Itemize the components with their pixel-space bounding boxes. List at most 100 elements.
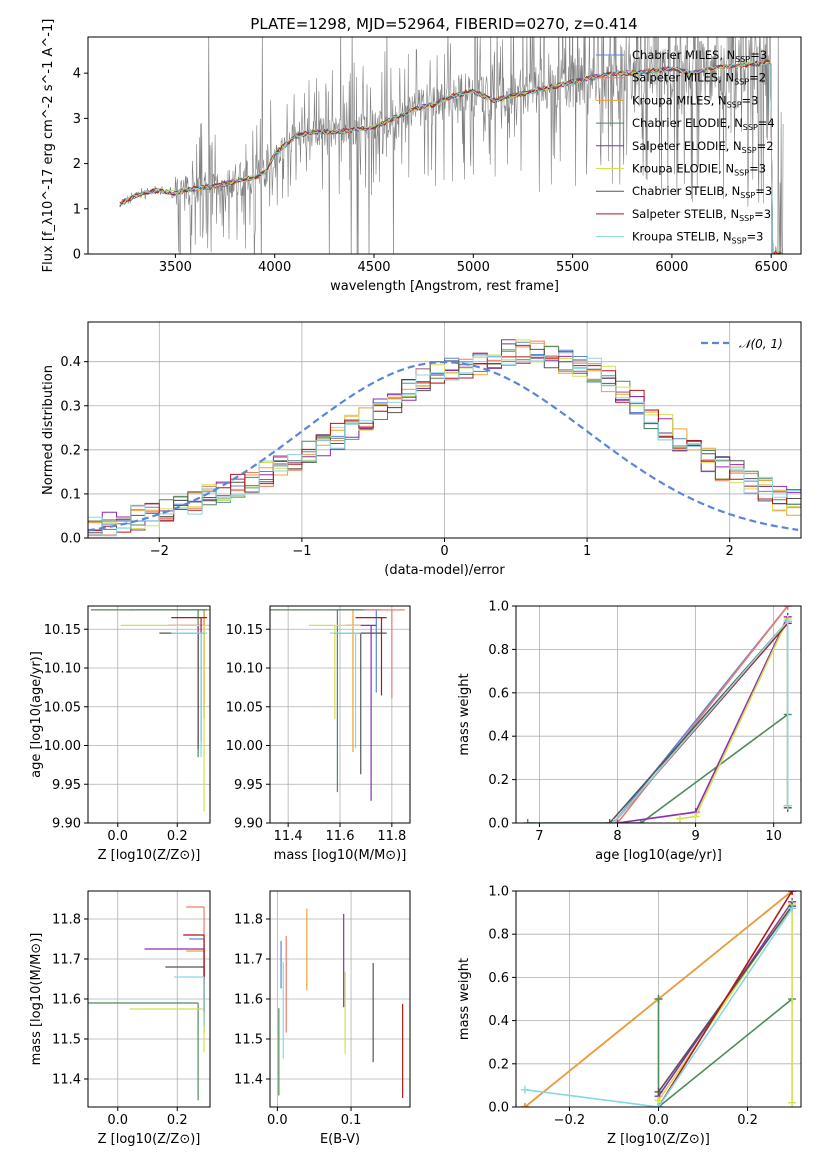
y-tick-label: 11.4 — [52, 1073, 81, 1088]
y-tick-label: 1.0 — [488, 885, 509, 900]
x-tick-label: 10 — [765, 829, 782, 844]
x-axis-label: Z [log10(Z/Z⊙)] — [607, 1132, 710, 1147]
y-axis-label: mass weight — [457, 958, 472, 1040]
y-tick-label: 4 — [73, 67, 81, 82]
y-tick-label: 10.00 — [226, 739, 263, 754]
x-axis-label: wavelength [Angstrom, rest frame] — [330, 279, 559, 294]
y-tick-label: 0.2 — [488, 1057, 509, 1072]
x-tick-label: 7 — [535, 829, 543, 844]
y-axis-label: Normed distribution — [41, 365, 56, 495]
y-tick-label: 10.15 — [44, 623, 81, 638]
x-tick-label: 11.6 — [326, 829, 355, 844]
x-tick-label: 4500 — [357, 260, 390, 275]
y-tick-label: 0.4 — [488, 1014, 509, 1029]
x-tick-label: 0.0 — [648, 1113, 669, 1128]
legend-label: Chabrier ELODIE, NSSP=4 — [632, 116, 775, 132]
panel-age-vs-mass: 11.4 11.6 11.8 9.90 9.95 10.00 10.05 10.10 10.15… — [226, 605, 411, 863]
axes-frame — [269, 890, 411, 1108]
y-tick-label: 1 — [73, 202, 81, 217]
x-tick-label: 0.2 — [737, 1113, 758, 1128]
x-tick-label: 1 — [583, 544, 591, 559]
y-tick-label: 0.8 — [488, 643, 509, 658]
x-tick-label: 0.2 — [167, 829, 188, 844]
y-tick-label: 11.7 — [52, 953, 81, 968]
y-tick-label: 2 — [73, 157, 81, 172]
y-tick-label: 10.10 — [44, 662, 81, 677]
x-axis-label: Z [log10(Z/Z⊙)] — [98, 848, 201, 863]
legend-label: Kroupa STELIB, NSSP=3 — [632, 230, 763, 246]
x-tick-label: 0.0 — [107, 829, 128, 844]
y-axis-label: Flux [f_λ10^-17 erg cm^-2 s^-1 A^-1] — [41, 19, 56, 273]
panel-mass-weight-vs-age: 7 8 9 10 0.0 0.2 0.4 0.6 0.8 1.0 age [log10(age/yr… — [457, 600, 802, 863]
panel-spectrum: 3500 4000 4500 5000 5500 6000 6500 0 1 2 3 4 wavelen… — [41, 19, 802, 294]
y-tick-label: 0 — [73, 248, 81, 263]
axes-frame — [515, 605, 802, 824]
y-tick-label: 9.95 — [234, 778, 263, 793]
x-tick-label: 0 — [440, 544, 448, 559]
y-tick-label: 0.0 — [488, 1101, 509, 1116]
legend-label: Chabrier MILES, NSSP=3 — [632, 48, 767, 64]
plot-area — [88, 322, 801, 538]
x-tick-label: 0.0 — [107, 1113, 128, 1128]
x-tick-label: 4000 — [258, 260, 291, 275]
mass-weight-line — [612, 619, 789, 823]
axes-frame — [87, 36, 802, 255]
y-tick-label: 11.4 — [234, 1073, 263, 1088]
y-tick-label: 0.3 — [60, 399, 81, 414]
y-tick-label: 1.0 — [488, 600, 509, 615]
x-tick-label: −0.2 — [554, 1113, 586, 1128]
mass-weight-line — [657, 998, 793, 1107]
y-tick-label: 11.8 — [234, 913, 263, 928]
x-tick-label: 6000 — [655, 260, 688, 275]
mass-weight-line — [657, 891, 793, 1107]
x-tick-label: 5000 — [457, 260, 490, 275]
x-axis-label: E(B-V) — [320, 1132, 360, 1147]
residual-histogram-step — [88, 352, 801, 537]
axes-frame — [269, 605, 411, 824]
y-tick-label: 11.5 — [52, 1033, 81, 1048]
legend-label: Kroupa ELODIE, NSSP=3 — [632, 162, 766, 178]
legend-label: Salpeter ELODIE, NSSP=2 — [632, 139, 774, 155]
plot-area — [516, 891, 801, 1107]
y-axis-label: age [log10(age/yr)] — [29, 651, 44, 778]
x-axis-label: age [log10(age/yr)] — [595, 848, 722, 863]
y-tick-label: 9.90 — [52, 817, 81, 832]
y-tick-label: 10.15 — [226, 623, 263, 638]
y-tick-label: 10.05 — [44, 700, 81, 715]
mass-weight-line — [527, 713, 789, 823]
plot-area — [516, 606, 801, 823]
panel-mass-vs-Z: 0.0 0.2 11.4 11.5 11.6 11.7 11.8 Z [log10(Z/Z⊙)… — [29, 890, 211, 1147]
model-spectrum-line — [119, 60, 783, 254]
normal-distribution-curve — [88, 360, 799, 532]
axes-frame — [87, 321, 802, 539]
y-tick-label: 11.7 — [234, 953, 263, 968]
x-tick-label: 8 — [613, 829, 621, 844]
y-tick-label: 11.8 — [52, 913, 81, 928]
y-tick-label: 0.2 — [488, 773, 509, 788]
legend-label: Salpeter STELIB, NSSP=3 — [632, 207, 771, 223]
legend-label: Chabrier STELIB, NSSP=3 — [632, 184, 772, 200]
y-tick-label: 9.90 — [234, 817, 263, 832]
model-spectrum-line — [119, 60, 783, 254]
residual-histogram-step — [88, 351, 801, 533]
y-tick-label: 11.6 — [234, 993, 263, 1008]
plot-area — [270, 891, 410, 1107]
y-tick-label: 0.2 — [60, 443, 81, 458]
figure-title: PLATE=1298, MJD=52964, FIBERID=0270, z=0… — [250, 15, 637, 33]
x-tick-label: 0.2 — [167, 1113, 188, 1128]
y-tick-label: 11.6 — [52, 993, 81, 1008]
x-tick-label: 11.8 — [377, 829, 406, 844]
y-axis-label: mass weight — [457, 673, 472, 755]
x-tick-label: 9 — [691, 829, 699, 844]
y-tick-label: 10.10 — [226, 662, 263, 677]
y-tick-label: 0.0 — [488, 817, 509, 832]
x-axis-label: (data-model)/error — [384, 563, 505, 578]
axes-frame — [515, 890, 802, 1108]
x-tick-label: 11.4 — [274, 829, 303, 844]
legend-label: Salpeter MILES, NSSP=2 — [632, 71, 766, 87]
y-tick-label: 3 — [73, 112, 81, 127]
y-tick-label: 0.4 — [60, 355, 81, 370]
y-tick-label: 0.4 — [488, 730, 509, 745]
y-tick-label: 0.8 — [488, 928, 509, 943]
y-tick-label: 10.00 — [44, 739, 81, 754]
